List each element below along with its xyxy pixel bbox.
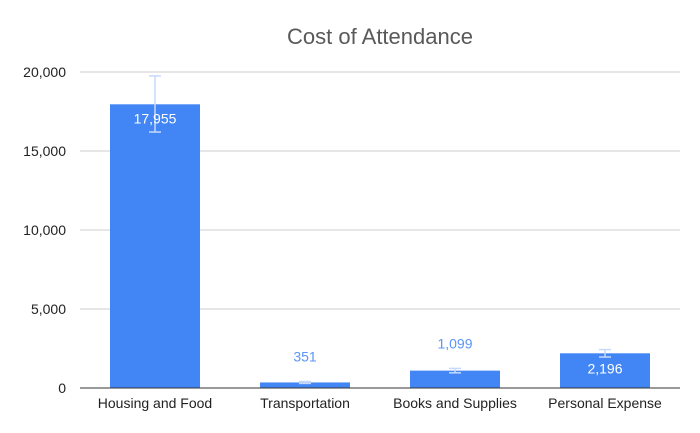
x-axis-ticks: Housing and Food Transportation Books and … [98,395,662,411]
bar [560,353,650,388]
x-tick-label: Personal Expense [548,395,662,411]
data-label: 2,196 [587,360,622,376]
chart-title: Cost of Attendance [287,24,473,49]
x-tick-label: Books and Supplies [393,395,517,411]
bar [410,370,500,388]
y-tick-label: 20,000 [23,64,66,80]
error-bars [149,75,611,385]
data-labels: 17,955 351 1,099 2,196 [134,110,623,376]
bar [110,104,200,388]
y-axis-ticks: 0 5,000 10,000 15,000 20,000 [23,64,66,396]
data-label: 351 [293,349,317,365]
bars [110,104,650,388]
y-tick-label: 5,000 [31,301,66,317]
y-tick-label: 0 [58,380,66,396]
y-tick-label: 15,000 [23,143,66,159]
bar [260,382,350,388]
y-tick-label: 10,000 [23,222,66,238]
x-tick-label: Transportation [260,395,350,411]
x-tick-label: Housing and Food [98,395,212,411]
data-label: 1,099 [437,335,472,351]
data-label: 17,955 [134,110,177,126]
